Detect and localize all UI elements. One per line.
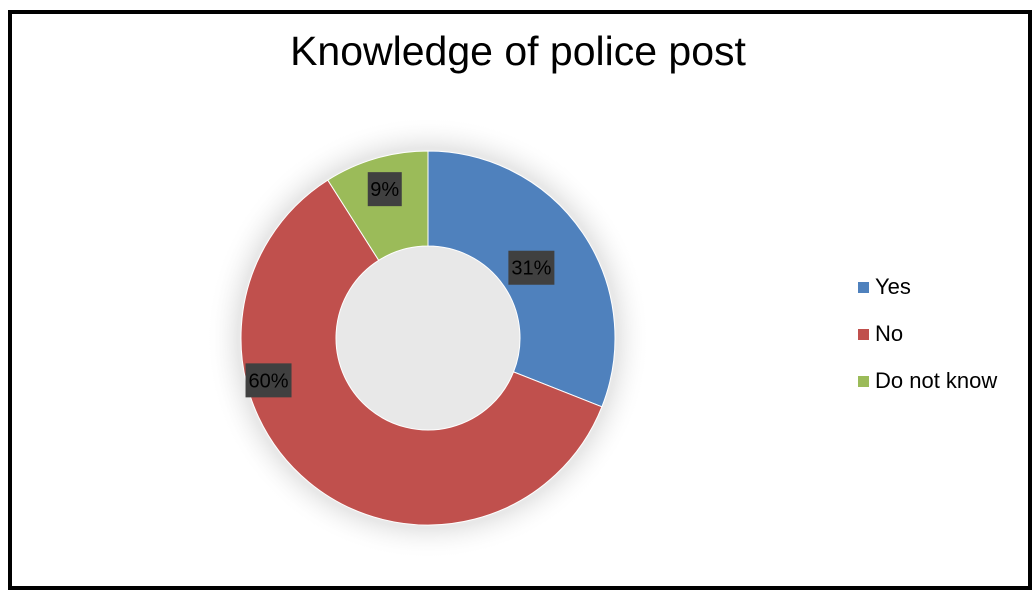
legend-label-do-not-know: Do not know xyxy=(875,368,998,393)
legend-label-no: No xyxy=(875,321,904,346)
data-label-no: 60% xyxy=(245,363,292,398)
data-label-text: 9% xyxy=(370,179,399,201)
data-label-box xyxy=(508,250,555,285)
legend-swatch-yes xyxy=(858,281,869,293)
legend-swatch-no xyxy=(858,328,869,340)
legend-label-yes: Yes xyxy=(875,274,911,299)
chart-title: Knowledge of police post xyxy=(290,28,746,74)
slice-no xyxy=(240,179,603,526)
data-label-do-not-know: 9% xyxy=(367,172,402,207)
data-label-text: 60% xyxy=(249,370,289,392)
data-label-box xyxy=(245,363,292,398)
data-label-yes: 31% xyxy=(508,250,555,285)
data-label-box xyxy=(367,172,402,207)
legend-item-no: No xyxy=(858,321,997,346)
legend-swatch-do-not-know xyxy=(858,375,869,387)
data-label-text: 31% xyxy=(511,258,551,280)
data-labels: 31% 60% 9% xyxy=(245,172,555,398)
legend-item-do-not-know: Do not know xyxy=(858,368,998,393)
legend-item-yes: Yes xyxy=(858,274,997,299)
legend: Yes No Do not know xyxy=(858,274,998,416)
